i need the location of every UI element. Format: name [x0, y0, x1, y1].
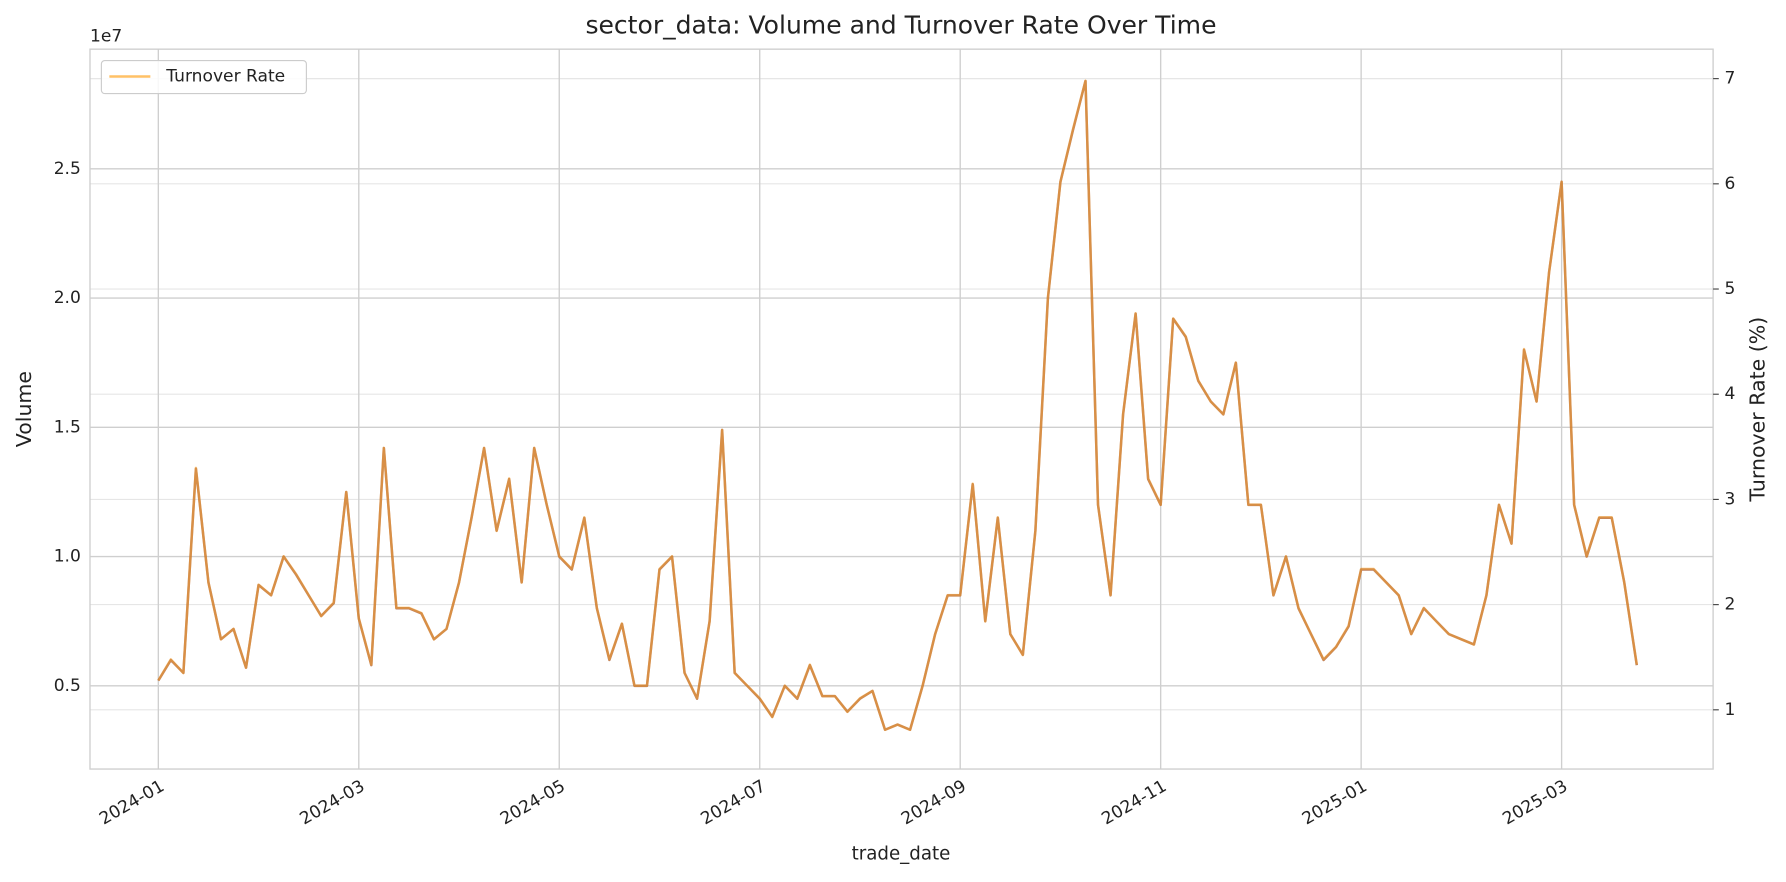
y2-tick-label: 3: [1724, 489, 1735, 509]
plot-frame: [89, 48, 1714, 770]
x-tick-label: 2024-01: [96, 776, 168, 829]
y-tick-label: 2.5: [54, 159, 81, 179]
x-tick-label: 2024-07: [697, 776, 769, 829]
tick-labels: 1 2 3 4 5 6 7 0.5 1.0 1.5 2.0 2.5 2024-01 2024-03 2024…: [54, 69, 1736, 830]
y2-axis-label: Turnover Rate (%): [1746, 317, 1770, 503]
grid: [89, 49, 1714, 770]
y2-tick-label: 7: [1724, 69, 1735, 89]
y-tick-label: 0.5: [54, 676, 81, 696]
x-tick-label: 2024-09: [898, 776, 970, 829]
x-tick-label: 2025-03: [1499, 776, 1571, 829]
series-line: [157, 79, 1639, 732]
x-tick-label: 2024-05: [497, 776, 569, 829]
y2-tick-label: 5: [1724, 279, 1735, 299]
y-offset-text: 1e7: [90, 27, 122, 47]
y2-tick-label: 2: [1724, 595, 1735, 615]
y-tick-label: 1.0: [54, 547, 81, 567]
legend-label: Turnover Rate: [165, 67, 285, 87]
x-tick-label: 2024-03: [297, 776, 369, 829]
y2-tick-label: 4: [1724, 384, 1735, 404]
legend: Turnover Rate: [100, 59, 307, 95]
y2-tick-label: 1: [1724, 700, 1735, 720]
x-axis-label: trade_date: [852, 843, 951, 864]
plot-area: [157, 79, 1639, 732]
legend-box: [100, 59, 307, 95]
x-tick-label: 2024-11: [1098, 776, 1170, 829]
y-tick-label: 1.5: [54, 417, 81, 437]
y2-tick-label: 6: [1724, 174, 1735, 194]
y-axis-label: Volume: [12, 371, 36, 447]
x-tick-label: 2025-01: [1299, 776, 1371, 829]
series-line: [157, 79, 1639, 732]
chart-title: sector_data: Volume and Turnover Rate Ov…: [585, 10, 1216, 39]
y-tick-label: 2.0: [54, 288, 81, 308]
